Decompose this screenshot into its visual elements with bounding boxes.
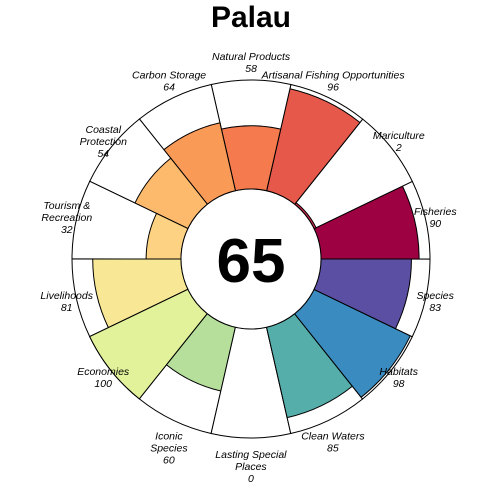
petal-value-natural-products: 58 <box>245 63 257 75</box>
petal-value-species: 83 <box>429 302 441 314</box>
petal-label-habitats: Habitats 98 <box>379 366 418 390</box>
petal-label-fisheries: Fisheries 90 <box>414 206 457 230</box>
chart-title: Palau <box>211 1 291 34</box>
petal-group <box>71 79 431 439</box>
petal-name-fisheries: Fisheries <box>414 206 457 218</box>
petal-name-livelihoods: Livelihoods <box>40 290 93 302</box>
petal-label-artisanal-fishing-opportunities: Artisanal Fishing Opportunities 96 <box>261 70 406 94</box>
petal-name-clean-waters: Clean Waters <box>301 430 365 442</box>
petal-label-lasting-special-places: Lasting Special Places 0 <box>215 449 287 485</box>
petal-value-habitats: 98 <box>393 378 405 390</box>
petal-name-artisanal-fishing-opportunities: Artisanal Fishing Opportunities <box>261 70 406 82</box>
petal-label-carbon-storage: Carbon Storage 64 <box>132 70 206 94</box>
petal-name-lasting-special-places: Lasting Special <box>215 449 287 461</box>
petal-name-tourism-recreation: Recreation <box>41 212 92 224</box>
petal-value-lasting-special-places: 0 <box>248 473 254 485</box>
petal-label-natural-products: Natural Products 58 <box>212 51 291 75</box>
petal-label-mariculture: Mariculture 2 <box>373 130 425 154</box>
petal-name-mariculture: Mariculture <box>373 130 425 142</box>
petal-value-clean-waters: 85 <box>327 442 339 454</box>
petal-value-carbon-storage: 64 <box>163 82 175 94</box>
petal-value-iconic-species: 60 <box>163 454 175 466</box>
petal-value-artisanal-fishing-opportunities: 96 <box>327 82 339 94</box>
petal-value-mariculture: 2 <box>395 142 402 154</box>
petal-label-tourism-recreation: Tourism & Recreation 32 <box>41 200 92 236</box>
petal-name-coastal-protection: Protection <box>80 136 127 148</box>
petal-name-carbon-storage: Carbon Storage <box>132 70 206 82</box>
petal-name-coastal-protection: Coastal <box>85 124 121 136</box>
petal-name-iconic-species: Species <box>150 442 188 454</box>
petal-value-coastal-protection: 54 <box>97 148 109 160</box>
petal-name-lasting-special-places: Places <box>235 461 267 473</box>
petal-name-tourism-recreation: Tourism & <box>43 200 90 212</box>
petal-name-species: Species <box>417 290 455 302</box>
petal-label-iconic-species: Iconic Species 60 <box>150 430 188 466</box>
petal-name-iconic-species: Iconic <box>155 430 183 442</box>
center-circle <box>180 188 322 330</box>
label-group: Fisheries 90 Mariculture 2 Artisanal Fishing… <box>40 51 457 485</box>
center-score: 65 <box>217 227 286 296</box>
petal-value-fisheries: 90 <box>429 218 441 230</box>
petal-name-habitats: Habitats <box>379 366 418 378</box>
petal-value-livelihoods: 81 <box>61 302 73 314</box>
petal-label-coastal-protection: Coastal Protection 54 <box>80 124 127 160</box>
petal-label-livelihoods: Livelihoods 81 <box>40 290 93 314</box>
petal-value-economies: 100 <box>94 378 112 390</box>
petal-name-natural-products: Natural Products <box>212 51 291 63</box>
petal-label-economies: Economies 100 <box>77 366 130 390</box>
petal-value-tourism-recreation: 32 <box>61 224 73 236</box>
petal-name-economies: Economies <box>77 366 130 378</box>
petal-label-species: Species 83 <box>417 290 455 314</box>
petal-label-clean-waters: Clean Waters 85 <box>301 430 365 454</box>
